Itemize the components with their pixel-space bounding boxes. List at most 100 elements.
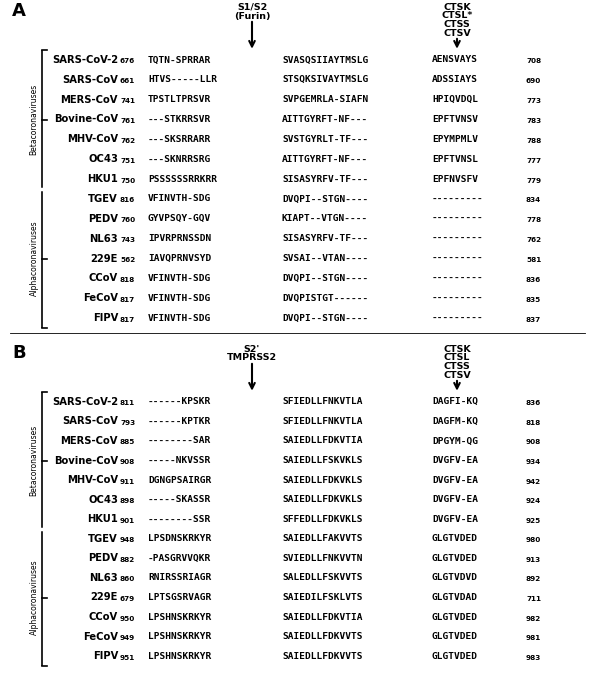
Text: 924: 924 [526,498,541,504]
Text: GLGTVDAD: GLGTVDAD [432,593,478,602]
Text: SARS-CoV: SARS-CoV [62,75,118,84]
Text: SAIEDLLFDKVKLS: SAIEDLLFDKVKLS [282,476,362,485]
Text: FeCoV: FeCoV [83,293,118,304]
Text: IPVRPRNSSDN: IPVRPRNSSDN [148,234,211,243]
Text: LPTSGSRVAGR: LPTSGSRVAGR [148,593,211,602]
Text: RNIRSSRIAGR: RNIRSSRIAGR [148,573,211,583]
Text: SARS-CoV: SARS-CoV [62,416,118,427]
Text: TMPRSS2: TMPRSS2 [227,354,277,362]
Text: MERS-CoV: MERS-CoV [61,436,118,446]
Text: 983: 983 [526,655,541,660]
Text: DVQPISTGT------: DVQPISTGT------ [282,293,368,303]
Text: CTSV: CTSV [443,28,471,37]
Text: ---SKSRRARR: ---SKSRRARR [148,135,211,144]
Text: 778: 778 [526,217,541,223]
Text: 229E: 229E [90,592,118,602]
Text: NL63: NL63 [89,234,118,243]
Text: 934: 934 [526,459,541,465]
Text: CTSK: CTSK [443,345,471,354]
Text: SAIEDLLFSKVKLS: SAIEDLLFSKVKLS [282,456,362,465]
Text: B: B [12,344,26,362]
Text: --------SSR: --------SSR [148,514,211,524]
Text: NL63: NL63 [89,573,118,583]
Text: CCoV: CCoV [89,612,118,622]
Text: S2': S2' [244,345,260,354]
Text: SVPGEMRLA-SIAFN: SVPGEMRLA-SIAFN [282,95,368,104]
Text: ---SKNRRSRG: ---SKNRRSRG [148,155,211,164]
Text: 925: 925 [526,518,541,524]
Text: SFFEDLLFDKVKLS: SFFEDLLFDKVKLS [282,514,362,524]
Text: 761: 761 [120,118,135,124]
Text: Betacoronaviruses: Betacoronaviruses [30,84,39,155]
Text: 817: 817 [120,316,135,322]
Text: --------SAR: --------SAR [148,437,211,445]
Text: 948: 948 [120,537,135,544]
Text: MHV-CoV: MHV-CoV [67,475,118,485]
Text: DVGFV-EA: DVGFV-EA [432,514,478,524]
Text: 711: 711 [526,596,541,602]
Text: 913: 913 [526,557,541,563]
Text: 690: 690 [526,78,541,84]
Text: 981: 981 [526,635,541,641]
Text: SAIEDLLFAKVVTS: SAIEDLLFAKVVTS [282,534,362,544]
Text: SFIEDLLFNKVTLA: SFIEDLLFNKVTLA [282,417,362,426]
Text: TPSTLTPRSVR: TPSTLTPRSVR [148,95,211,104]
Text: Alphacoronaviruses: Alphacoronaviruses [30,560,39,635]
Text: Bovine-CoV: Bovine-CoV [54,456,118,466]
Text: 860: 860 [120,577,135,583]
Text: 708: 708 [526,58,541,64]
Text: VFINVTH-SDG: VFINVTH-SDG [148,274,211,283]
Text: 818: 818 [120,277,135,283]
Text: DAGFI-KQ: DAGFI-KQ [432,397,478,406]
Text: ------KPTKR: ------KPTKR [148,417,211,426]
Text: HTVS-----LLR: HTVS-----LLR [148,75,217,84]
Text: DVGFV-EA: DVGFV-EA [432,476,478,485]
Text: GLGTVDVD: GLGTVDVD [432,573,478,583]
Text: SARS-CoV-2: SARS-CoV-2 [52,55,118,65]
Text: 882: 882 [120,557,135,563]
Text: SALEDLLFSKVVTS: SALEDLLFSKVVTS [282,573,362,583]
Text: FeCoV: FeCoV [83,631,118,642]
Text: 982: 982 [526,616,541,621]
Text: ---------: --------- [432,293,484,303]
Text: PSSSSSSRRKRR: PSSSSSSRRKRR [148,174,217,184]
Text: 229E: 229E [90,254,118,264]
Text: HPIQVDQL: HPIQVDQL [432,95,478,104]
Text: Betacoronaviruses: Betacoronaviruses [30,425,39,496]
Text: 762: 762 [526,237,541,243]
Text: DVGFV-EA: DVGFV-EA [432,456,478,465]
Text: 811: 811 [120,400,135,406]
Text: 836: 836 [526,277,541,283]
Text: KIAPT--VTGN----: KIAPT--VTGN---- [282,214,368,223]
Text: 942: 942 [526,479,541,485]
Text: (Furin): (Furin) [234,11,270,20]
Text: SAIEDILFSKLVTS: SAIEDILFSKLVTS [282,593,362,602]
Text: SVSAI--VTAN----: SVSAI--VTAN---- [282,254,368,263]
Text: 835: 835 [526,297,541,303]
Text: TGEV: TGEV [88,194,118,204]
Text: SVASQSIIAYTMSLG: SVASQSIIAYTMSLG [282,55,368,64]
Text: 773: 773 [526,98,541,104]
Text: TQTN-SPRRAR: TQTN-SPRRAR [148,55,211,64]
Text: ADSSIAYS: ADSSIAYS [432,75,478,84]
Text: ---------: --------- [432,274,484,283]
Text: 908: 908 [526,439,541,445]
Text: -----NKVSSR: -----NKVSSR [148,456,211,465]
Text: ---------: --------- [432,214,484,223]
Text: SAIEDLLFDKVTIA: SAIEDLLFDKVTIA [282,612,362,621]
Text: SARS-CoV-2: SARS-CoV-2 [52,397,118,407]
Text: 892: 892 [526,577,541,583]
Text: VFINVTH-SDG: VFINVTH-SDG [148,293,211,303]
Text: EPYMPMLV: EPYMPMLV [432,135,478,144]
Text: 816: 816 [120,197,135,203]
Text: 834: 834 [526,197,541,203]
Text: AITTGYRFT-NF---: AITTGYRFT-NF--- [282,115,368,124]
Text: EPFTVNSV: EPFTVNSV [432,115,478,124]
Text: CCoV: CCoV [89,273,118,283]
Text: OC43: OC43 [88,495,118,505]
Text: ---------: --------- [432,314,484,322]
Text: EPFNVSFV: EPFNVSFV [432,174,478,184]
Text: CTSS: CTSS [444,20,471,29]
Text: 908: 908 [120,459,135,465]
Text: FIPV: FIPV [93,651,118,661]
